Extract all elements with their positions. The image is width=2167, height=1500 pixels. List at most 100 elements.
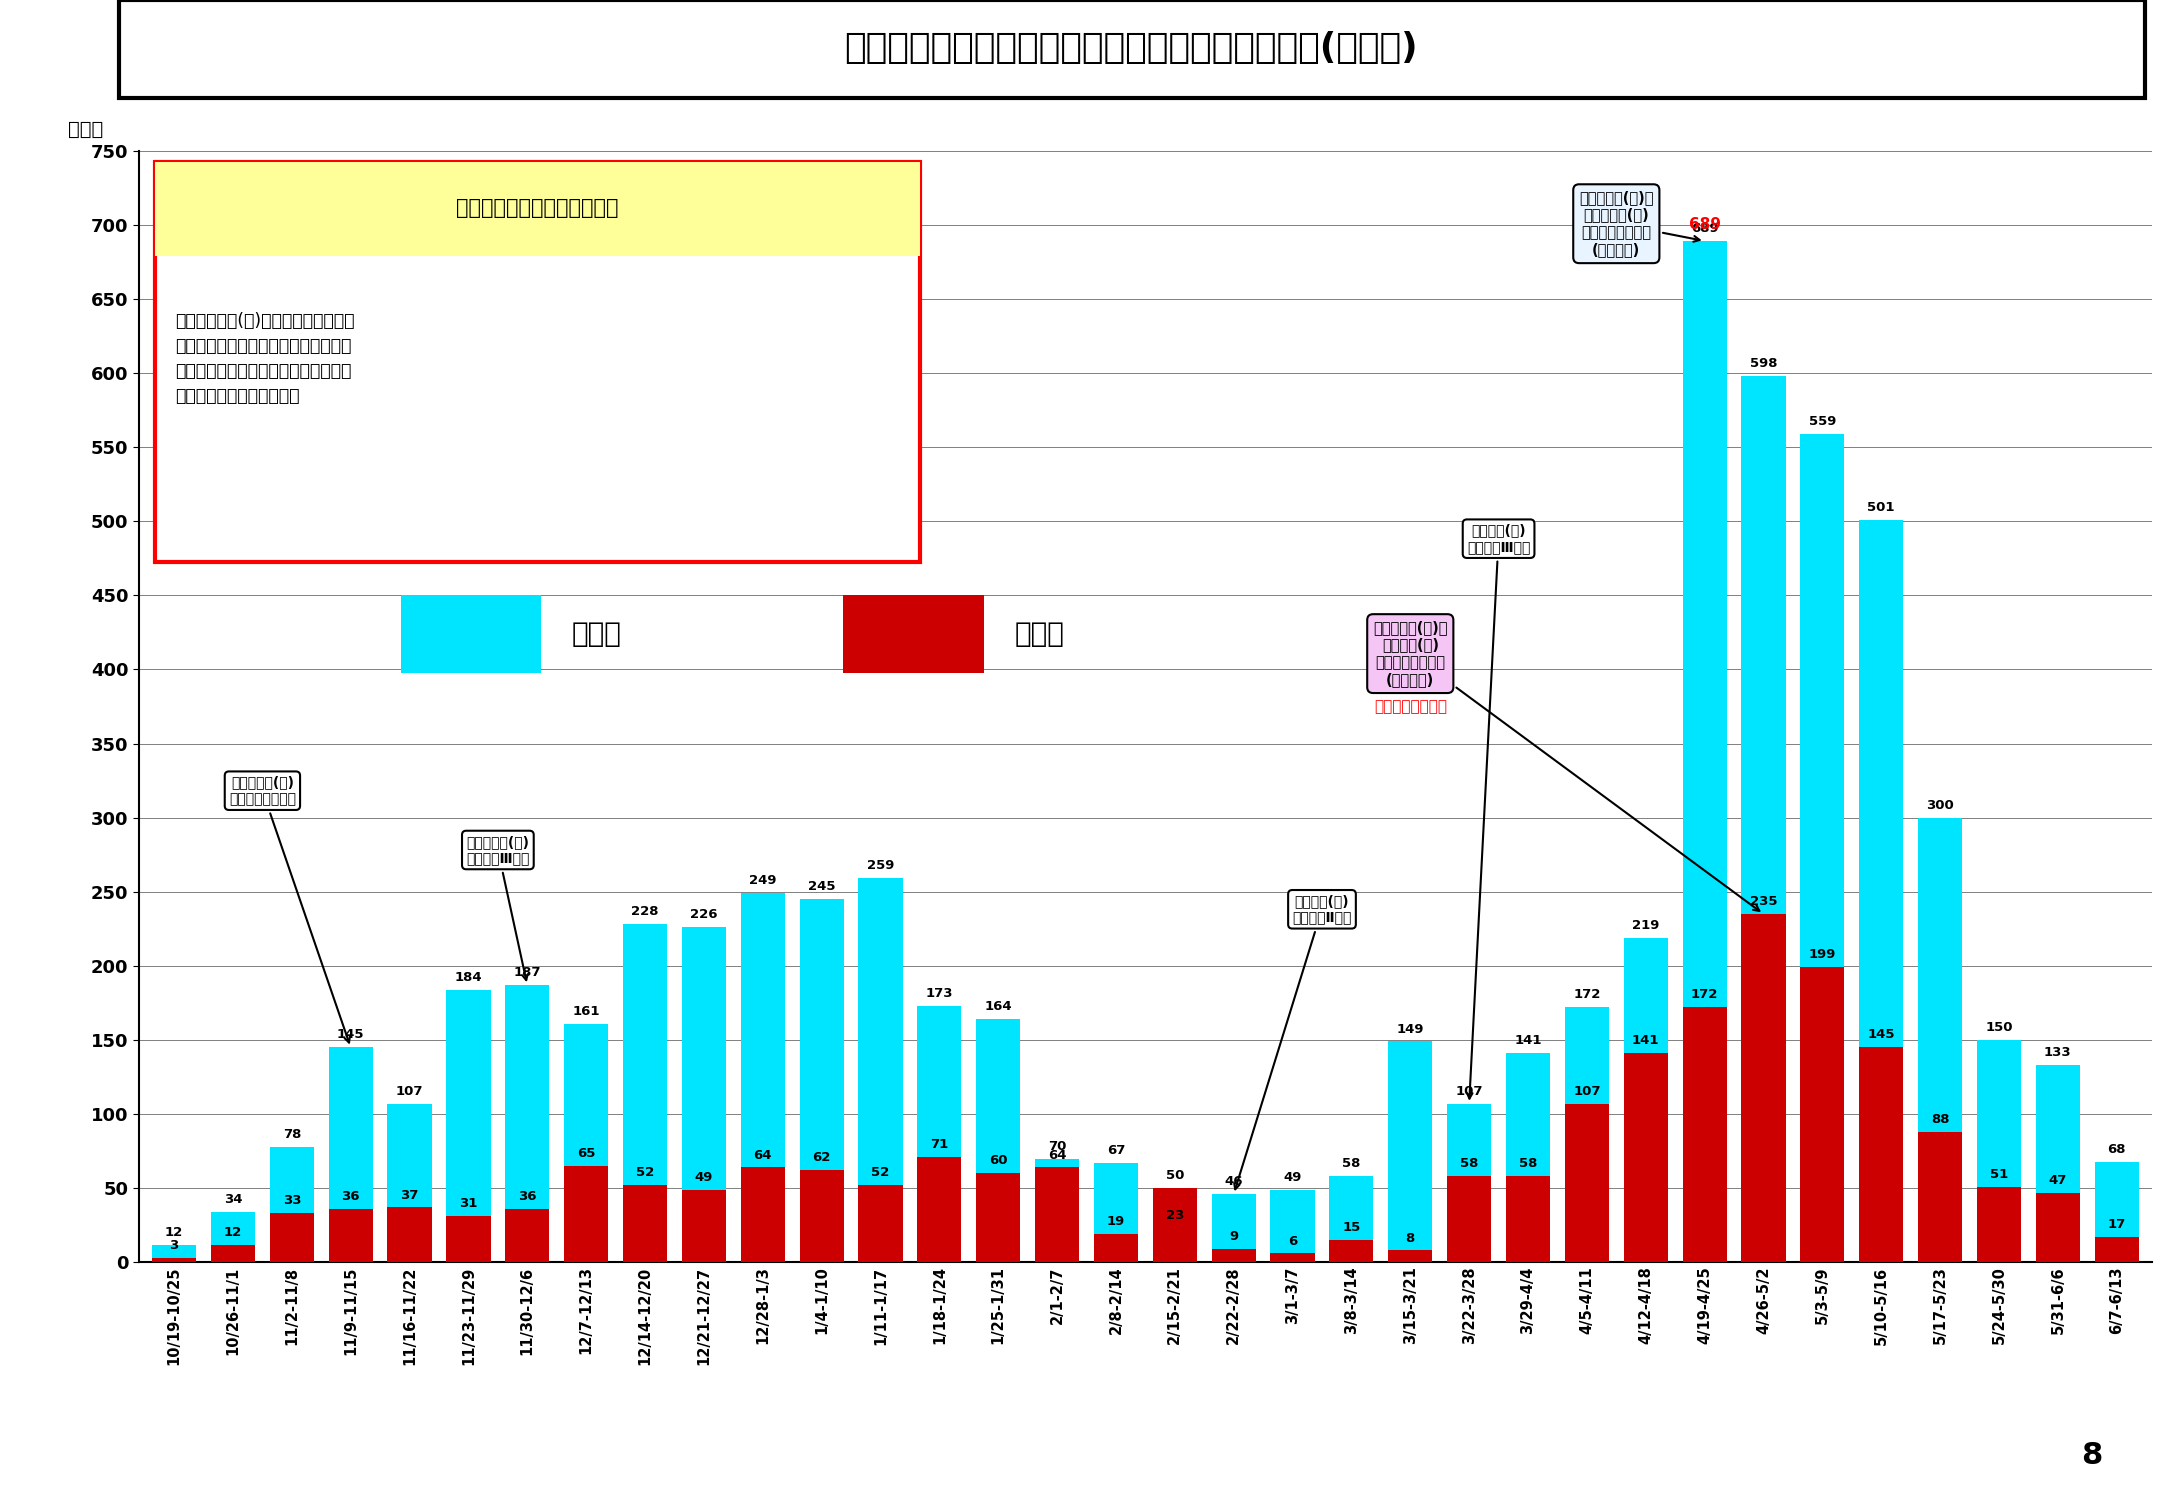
Text: 249: 249 (750, 874, 776, 888)
Text: 9: 9 (1229, 1230, 1237, 1244)
Bar (2095, 1238, 2139, 1263)
Text: 689: 689 (1688, 217, 1721, 232)
Bar (622, 1185, 667, 1263)
Text: 46: 46 (1224, 1174, 1244, 1188)
Text: 36: 36 (518, 1190, 537, 1203)
Text: ・６月１５日(火)、県内在住の３０代
女性がデルタ株（インド型）に見られ
るタイプの変異株に感染していること
が確認された旨を県が公表: ・６月１５日(火)、県内在住の３０代 女性がデルタ株（インド型）に見られ るタイ… (176, 312, 355, 405)
Text: ４月２６日(月)～
５月２日(日)
奈良市：２３５人
(過去最多): ４月２６日(月)～ ５月２日(日) 奈良市：２３５人 (過去最多) (1374, 620, 1760, 910)
Text: 235: 235 (1749, 896, 1777, 908)
Bar (1094, 1162, 1138, 1263)
Bar (917, 1156, 962, 1263)
Bar (1506, 1053, 1549, 1263)
Bar (563, 1023, 609, 1263)
Bar (1976, 1186, 2022, 1263)
Bar (329, 1209, 373, 1263)
Text: 17: 17 (2108, 1218, 2126, 1231)
Text: 奈良市：２３５人: 奈良市：２３５人 (1374, 699, 1448, 714)
FancyBboxPatch shape (154, 162, 921, 562)
Text: 58: 58 (1461, 1158, 1478, 1170)
Text: 8: 8 (1406, 1232, 1415, 1245)
Bar (1153, 1188, 1196, 1263)
Text: 184: 184 (455, 970, 483, 984)
Bar (446, 1216, 490, 1263)
Text: 奈良県及び奈良市における新規陽性者数等の推移(週単位): 奈良県及び奈良市における新規陽性者数等の推移(週単位) (845, 32, 1417, 64)
Text: 133: 133 (2043, 1046, 2072, 1059)
Text: 64: 64 (754, 1149, 771, 1161)
Text: 107: 107 (1573, 1084, 1601, 1098)
Bar (1328, 1240, 1374, 1263)
Text: 36: 36 (342, 1190, 360, 1203)
Bar (975, 1019, 1021, 1263)
Bar (1682, 242, 1727, 1263)
Bar (152, 1245, 197, 1263)
Bar (683, 927, 726, 1263)
Bar (505, 1209, 550, 1263)
Bar (1859, 1047, 1903, 1263)
Text: 173: 173 (925, 987, 953, 1000)
Bar (210, 1212, 256, 1263)
Text: 8: 8 (2080, 1442, 2102, 1470)
Text: 15: 15 (1341, 1221, 1361, 1234)
Bar (800, 898, 843, 1263)
Text: 62: 62 (813, 1152, 830, 1164)
Text: （人）: （人） (69, 120, 104, 140)
Text: 65: 65 (576, 1148, 596, 1160)
Text: １１月９日(月)
ステージ基準設定: １１月９日(月) ステージ基準設定 (230, 776, 349, 1042)
Bar (1801, 968, 1844, 1263)
Text: 6: 6 (1287, 1234, 1298, 1248)
Text: 689: 689 (1690, 222, 1718, 236)
Text: 3: 3 (169, 1239, 178, 1252)
Text: 501: 501 (1868, 501, 1894, 513)
FancyBboxPatch shape (843, 596, 984, 674)
Text: 33: 33 (282, 1194, 301, 1208)
Text: 78: 78 (282, 1128, 301, 1142)
Text: 598: 598 (1749, 357, 1777, 370)
Text: 141: 141 (1632, 1035, 1660, 1047)
Text: 58: 58 (1519, 1158, 1536, 1170)
Text: 68: 68 (2108, 1143, 2126, 1155)
Text: １２月８日(火)
ステージⅢ移行: １２月８日(火) ステージⅢ移行 (466, 836, 529, 980)
Text: 県内でデルタ株に感染の疑い: 県内でデルタ株に感染の疑い (457, 198, 618, 219)
Bar (388, 1104, 431, 1263)
Bar (1270, 1254, 1315, 1263)
Bar (1682, 1008, 1727, 1263)
Text: 23: 23 (1166, 1209, 1183, 1222)
Bar (1801, 433, 1844, 1263)
Bar (1448, 1176, 1491, 1263)
Text: 161: 161 (572, 1005, 600, 1017)
Text: 37: 37 (401, 1188, 418, 1202)
Text: 559: 559 (1809, 416, 1835, 428)
Text: 50: 50 (1166, 1170, 1183, 1182)
Bar (2035, 1192, 2080, 1263)
Bar (622, 924, 667, 1263)
Text: 12: 12 (223, 1226, 243, 1239)
Bar (1211, 1194, 1255, 1263)
Text: 300: 300 (1926, 798, 1955, 812)
Bar (210, 1245, 256, 1263)
Bar (1976, 1040, 2022, 1263)
Text: 奈良市: 奈良市 (1014, 620, 1064, 648)
Bar (1153, 1228, 1196, 1263)
Bar (1448, 1104, 1491, 1263)
Text: 187: 187 (514, 966, 542, 980)
Text: 47: 47 (2048, 1173, 2067, 1186)
Text: 259: 259 (867, 859, 895, 873)
Bar (1742, 376, 1786, 1263)
Bar (2095, 1161, 2139, 1263)
Text: 141: 141 (1515, 1035, 1541, 1047)
Text: 64: 64 (1049, 1149, 1066, 1161)
Bar (858, 879, 904, 1263)
Text: 49: 49 (696, 1172, 713, 1184)
Text: 67: 67 (1107, 1144, 1125, 1156)
Bar (152, 1258, 197, 1263)
Text: 172: 172 (1690, 988, 1718, 1002)
Bar (741, 1167, 784, 1263)
Bar (1036, 1158, 1079, 1263)
Bar (269, 1214, 314, 1263)
Text: 52: 52 (635, 1167, 654, 1179)
Text: 145: 145 (336, 1029, 364, 1041)
Bar (1918, 818, 1961, 1263)
Bar (741, 892, 784, 1263)
Bar (1389, 1041, 1432, 1263)
Bar (1036, 1167, 1079, 1263)
